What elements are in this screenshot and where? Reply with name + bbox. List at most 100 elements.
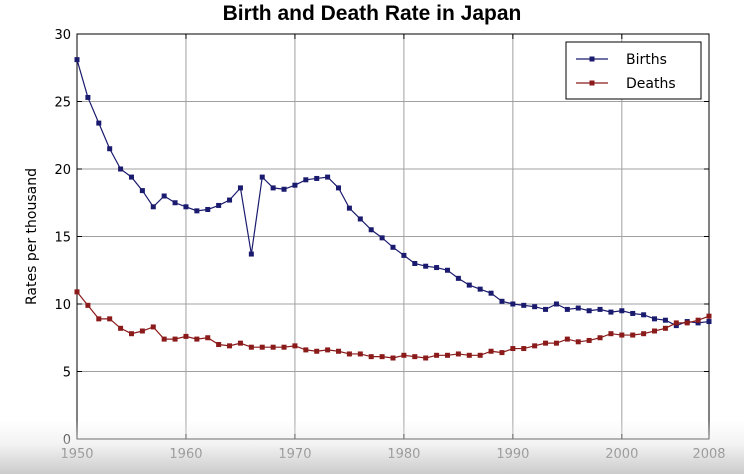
- data-point: [281, 186, 287, 192]
- data-point: [630, 332, 636, 338]
- data-point: [444, 267, 450, 273]
- data-point: [390, 244, 396, 250]
- data-point: [641, 331, 647, 337]
- data-point: [237, 340, 243, 346]
- data-point: [575, 305, 581, 311]
- data-point: [586, 337, 592, 343]
- data-point: [543, 306, 549, 312]
- data-point: [281, 344, 287, 350]
- data-point: [172, 336, 178, 342]
- data-point: [128, 331, 134, 337]
- data-point: [706, 313, 712, 319]
- data-point: [401, 252, 407, 258]
- data-point: [379, 235, 385, 241]
- data-point: [194, 336, 200, 342]
- y-tick-label: 10: [54, 298, 71, 313]
- data-point: [564, 306, 570, 312]
- data-point: [662, 325, 668, 331]
- data-point: [586, 308, 592, 314]
- data-point: [412, 261, 418, 266]
- data-point: [270, 344, 276, 350]
- data-point: [401, 352, 407, 358]
- y-tick-label: 0: [63, 433, 71, 448]
- data-series: [74, 57, 712, 361]
- data-point: [194, 208, 200, 214]
- y-tick-label: 25: [54, 96, 71, 111]
- legend-item-births: Births: [576, 52, 667, 68]
- data-point: [532, 343, 538, 349]
- data-point: [499, 350, 505, 356]
- data-point: [597, 335, 603, 341]
- series-line-deaths: [76, 291, 710, 359]
- data-point: [346, 205, 352, 211]
- data-point: [139, 328, 145, 334]
- legend-swatch-marker: [589, 80, 595, 86]
- data-point: [379, 354, 385, 360]
- data-point: [608, 309, 614, 315]
- x-tick-label: 1970: [278, 447, 311, 462]
- y-tick-label: 15: [54, 231, 71, 246]
- data-point: [630, 310, 636, 316]
- data-point: [597, 306, 603, 312]
- data-point: [96, 120, 102, 126]
- data-point: [74, 289, 80, 295]
- data-point: [139, 188, 145, 194]
- data-point: [488, 348, 494, 354]
- data-point: [85, 94, 91, 100]
- chart-title: Birth and Death Rate in Japan: [222, 2, 522, 25]
- data-point: [259, 344, 265, 350]
- legend: Births Deaths: [565, 41, 702, 100]
- data-point: [434, 265, 440, 271]
- data-point: [107, 316, 113, 322]
- data-point: [423, 355, 429, 361]
- data-point: [292, 182, 298, 188]
- legend-swatch-marker: [589, 56, 595, 62]
- data-point: [521, 302, 527, 308]
- y-tick-label: 20: [54, 163, 71, 178]
- data-point: [553, 340, 559, 346]
- data-point: [346, 351, 352, 357]
- data-point: [543, 340, 549, 346]
- data-point: [227, 197, 233, 203]
- data-point: [466, 352, 472, 358]
- series-line-births: [76, 59, 710, 327]
- data-point: [564, 336, 570, 342]
- data-point: [227, 343, 233, 349]
- legend-label: Births: [626, 52, 667, 68]
- data-point: [128, 174, 134, 180]
- data-point: [444, 352, 450, 358]
- data-point: [205, 207, 211, 212]
- data-point: [336, 185, 342, 191]
- x-tick-label: 2000: [605, 447, 638, 462]
- y-tick-label: 30: [54, 28, 71, 43]
- data-point: [314, 348, 320, 354]
- data-point: [183, 204, 189, 210]
- data-point: [608, 331, 614, 337]
- data-point: [248, 344, 254, 350]
- data-point: [325, 174, 331, 180]
- data-point: [205, 335, 211, 341]
- grid-lines: [77, 34, 709, 439]
- data-point: [325, 347, 331, 353]
- data-point: [477, 286, 483, 292]
- data-point: [357, 216, 363, 222]
- data-point: [510, 346, 516, 352]
- data-point: [85, 302, 91, 308]
- data-point: [662, 317, 668, 323]
- x-tick-label: 1950: [60, 447, 93, 462]
- data-point: [161, 193, 167, 199]
- y-tick-label: 5: [63, 366, 71, 381]
- data-point: [521, 346, 527, 352]
- data-point: [619, 308, 625, 314]
- data-point: [706, 319, 712, 325]
- data-point: [303, 177, 309, 183]
- data-point: [314, 175, 320, 181]
- data-point: [641, 312, 647, 318]
- data-point: [532, 304, 538, 310]
- data-point: [368, 227, 374, 233]
- data-point: [270, 185, 276, 191]
- data-point: [161, 336, 167, 342]
- data-point: [357, 351, 363, 357]
- data-point: [695, 320, 701, 326]
